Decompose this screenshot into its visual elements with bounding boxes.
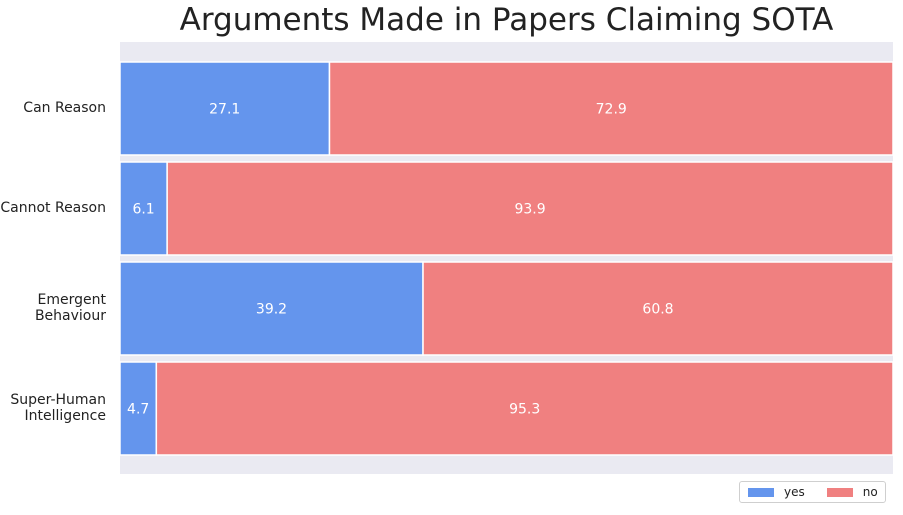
data-label-no-3: 95.3 [509,402,540,418]
legend-swatch-no [826,487,853,497]
legend-label-no: no [862,485,878,499]
chart-title: Arguments Made in Papers Claiming SOTA [179,2,834,38]
bar-no-0 [328,61,894,156]
data-label-yes-0: 27.1 [209,102,240,118]
data-label-yes-2: 39.2 [256,302,287,318]
data-label-no-2: 60.8 [642,302,673,318]
data-label-no-1: 93.9 [514,202,545,218]
bar-yes-0 [119,61,331,156]
legend: yes no [739,481,886,503]
legend-label-yes: yes [784,485,805,499]
bar-no-1 [166,161,894,256]
category-label-3: Super-Human Intelligence [10,391,106,424]
category-label-2: Emergent Behaviour [34,291,106,324]
bar-yes-3 [119,361,158,456]
legend-swatch-yes [748,487,774,497]
category-label-1: Cannot Reason [0,199,106,216]
bar-yes-2 [119,261,424,356]
legend-item-no: no [826,485,878,499]
category-label-0: Can Reason [23,99,106,116]
data-label-yes-1: 6.1 [132,202,154,218]
data-label-yes-3: 4.7 [127,402,149,418]
data-label-no-0: 72.9 [596,102,627,118]
bar-no-2 [422,261,894,356]
legend-item-yes: yes [748,485,805,499]
bar-no-3 [155,361,894,456]
